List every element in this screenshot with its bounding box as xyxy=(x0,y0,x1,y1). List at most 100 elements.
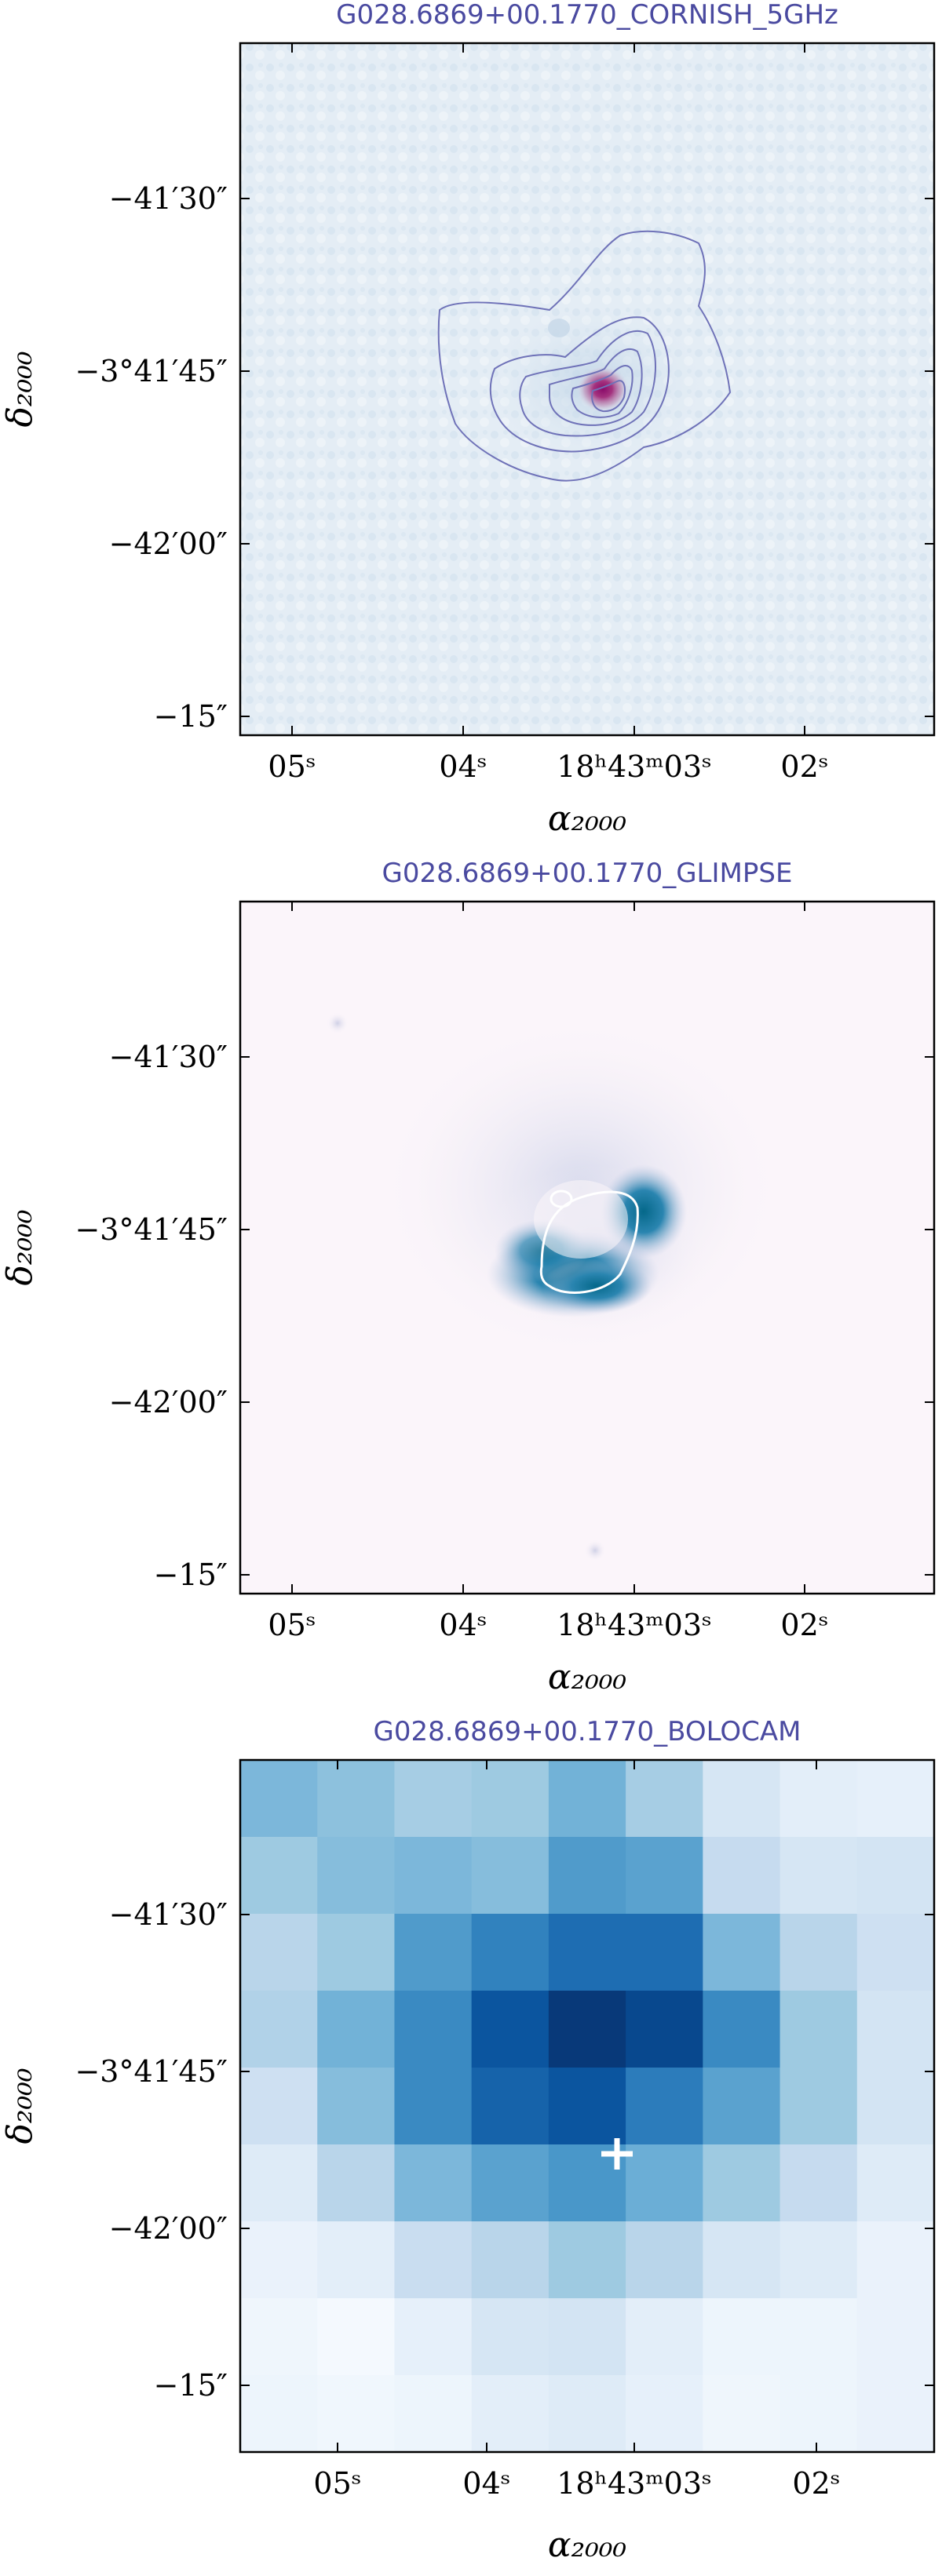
bolocam-pixel xyxy=(240,2068,318,2145)
cornish-figure: G028.6869+00.1770_CORNISH_5GHz xyxy=(0,0,936,839)
y-tick-label: −42′00″ xyxy=(109,2211,228,2246)
y-tick-label: −41′30″ xyxy=(109,1897,228,1932)
glimpse-figure: G028.6869+00.1770_GLIMPSE xyxy=(0,858,936,1697)
plot-frame xyxy=(239,42,936,737)
x-tick-label: 18ʰ43ᵐ03ˢ xyxy=(557,1608,712,1642)
bolocam-pixel xyxy=(394,2068,473,2145)
bolocam-pixel xyxy=(394,2221,473,2299)
y-tick-label: −15″ xyxy=(154,2368,228,2403)
x-tick-label: 04ˢ xyxy=(439,1608,487,1642)
bolocam-pixel xyxy=(548,2221,626,2299)
bolocam-pixel xyxy=(394,1914,473,1991)
x-tick-label: 18ʰ43ᵐ03ˢ xyxy=(557,2466,712,2501)
bolocam-panel: G028.6869+00.1770_BOLOCAM 05ˢ 04ˢ 18ʰ43ᵐ… xyxy=(0,1717,942,2575)
radio-image xyxy=(240,43,934,735)
bolocam-pixel xyxy=(856,2221,935,2299)
bolocam-pixel xyxy=(394,2375,473,2453)
bolocam-pixel xyxy=(703,2375,781,2453)
bolocam-pixel xyxy=(626,2144,703,2222)
bolocam-pixel xyxy=(626,1837,703,1915)
white-contour xyxy=(539,1190,639,1294)
bolocam-pixel xyxy=(240,2221,318,2299)
radio-contours xyxy=(437,230,732,482)
plot-frame xyxy=(239,1758,936,2454)
y-tick-label: −41′30″ xyxy=(109,181,228,216)
y-axis-label: δ₂₀₀₀ xyxy=(0,2068,40,2144)
bolocam-pixel xyxy=(240,1914,318,1991)
x-tick-label: 02ˢ xyxy=(792,2466,840,2501)
bolocam-pixel xyxy=(548,1991,626,2068)
bolocam-pixel xyxy=(626,1760,703,1838)
bolocam-pixel xyxy=(240,1837,318,1915)
bolocam-pixel xyxy=(240,2375,318,2453)
y-tick-label: −15″ xyxy=(154,699,228,734)
bolocam-pixel xyxy=(856,2068,935,2145)
bolocam-pixel-map xyxy=(240,1760,935,2453)
panel-title: G028.6869+00.1770_CORNISH_5GHz xyxy=(336,0,838,31)
bolocam-pixel xyxy=(703,1837,781,1915)
bolocam-pixel xyxy=(780,1914,858,1991)
bolocam-pixel xyxy=(856,2144,935,2222)
bolocam-pixel xyxy=(780,2375,858,2453)
bolocam-pixel xyxy=(240,2144,318,2222)
y-tick-label: −42′00″ xyxy=(109,1385,228,1419)
bolocam-pixel xyxy=(471,2144,550,2222)
y-tick-label: −41′30″ xyxy=(109,1040,228,1074)
x-tick-marks xyxy=(240,902,934,1594)
bolocam-pixel xyxy=(856,1991,935,2068)
bolocam-pixel xyxy=(394,2298,473,2376)
bolocam-pixel xyxy=(394,1760,473,1838)
y-tick-label: −42′00″ xyxy=(109,526,228,561)
bolocam-pixel xyxy=(548,2144,626,2222)
bolocam-pixel xyxy=(780,1760,858,1838)
plot-frame xyxy=(239,900,936,1595)
panel-title: G028.6869+00.1770_GLIMPSE xyxy=(382,858,793,889)
x-tick-marks xyxy=(240,43,934,735)
panel-title: G028.6869+00.1770_BOLOCAM xyxy=(374,1717,801,1747)
bolocam-pixel xyxy=(471,2221,550,2299)
bolocam-pixel xyxy=(626,2068,703,2145)
bolocam-pixel xyxy=(317,2375,396,2453)
bolocam-pixel xyxy=(780,2298,858,2376)
bolocam-pixel xyxy=(626,2375,703,2453)
bolocam-pixel xyxy=(317,1914,396,1991)
x-tick-label: 05ˢ xyxy=(268,749,316,784)
x-tick-label: 18ʰ43ᵐ03ˢ xyxy=(557,749,712,784)
cornish-5ghz-panel: G028.6869+00.1770_CORNISH_5GHz xyxy=(0,0,942,858)
y-tick-label: −15″ xyxy=(154,1558,228,1592)
bolocam-pixel xyxy=(856,2375,935,2453)
bolocam-pixel xyxy=(548,1760,626,1838)
x-tick-label: 04ˢ xyxy=(439,749,487,784)
bolocam-pixel xyxy=(317,1991,396,2068)
x-tick-label: 02ˢ xyxy=(780,749,828,784)
x-tick-label: 05ˢ xyxy=(313,2466,361,2501)
bolocam-pixel xyxy=(703,2144,781,2222)
compact-radio-source xyxy=(576,366,630,413)
bolocam-pixel xyxy=(626,1914,703,1991)
bolocam-pixel xyxy=(703,1991,781,2068)
bolocam-pixel xyxy=(780,1837,858,1915)
bolocam-pixel xyxy=(471,2375,550,2453)
bolocam-pixel xyxy=(317,2221,396,2299)
y-axis-label: δ₂₀₀₀ xyxy=(0,1209,40,1285)
bolocam-pixel xyxy=(703,1914,781,1991)
x-tick-label: 04ˢ xyxy=(462,2466,510,2501)
bolocam-pixel xyxy=(240,1760,318,1838)
bolocam-pixel xyxy=(780,2221,858,2299)
bolocam-pixel xyxy=(780,2068,858,2145)
bolocam-pixel xyxy=(317,2144,396,2222)
bolocam-pixel xyxy=(240,2298,318,2376)
cross-marker xyxy=(601,2138,633,2170)
bolocam-pixel xyxy=(471,1914,550,1991)
bolocam-pixel xyxy=(240,1991,318,2068)
bolocam-pixel xyxy=(856,1914,935,1991)
bolocam-pixel xyxy=(548,2068,626,2145)
x-axis-label: α₂₀₀₀ xyxy=(548,1657,627,1697)
bolocam-pixel xyxy=(856,1760,935,1838)
bolocam-pixel xyxy=(471,1760,550,1838)
bolocam-pixel xyxy=(703,2068,781,2145)
bolocam-pixel xyxy=(471,1991,550,2068)
bolocam-pixel xyxy=(548,2375,626,2453)
bolocam-pixel xyxy=(471,2298,550,2376)
bolocam-pixel xyxy=(626,2221,703,2299)
